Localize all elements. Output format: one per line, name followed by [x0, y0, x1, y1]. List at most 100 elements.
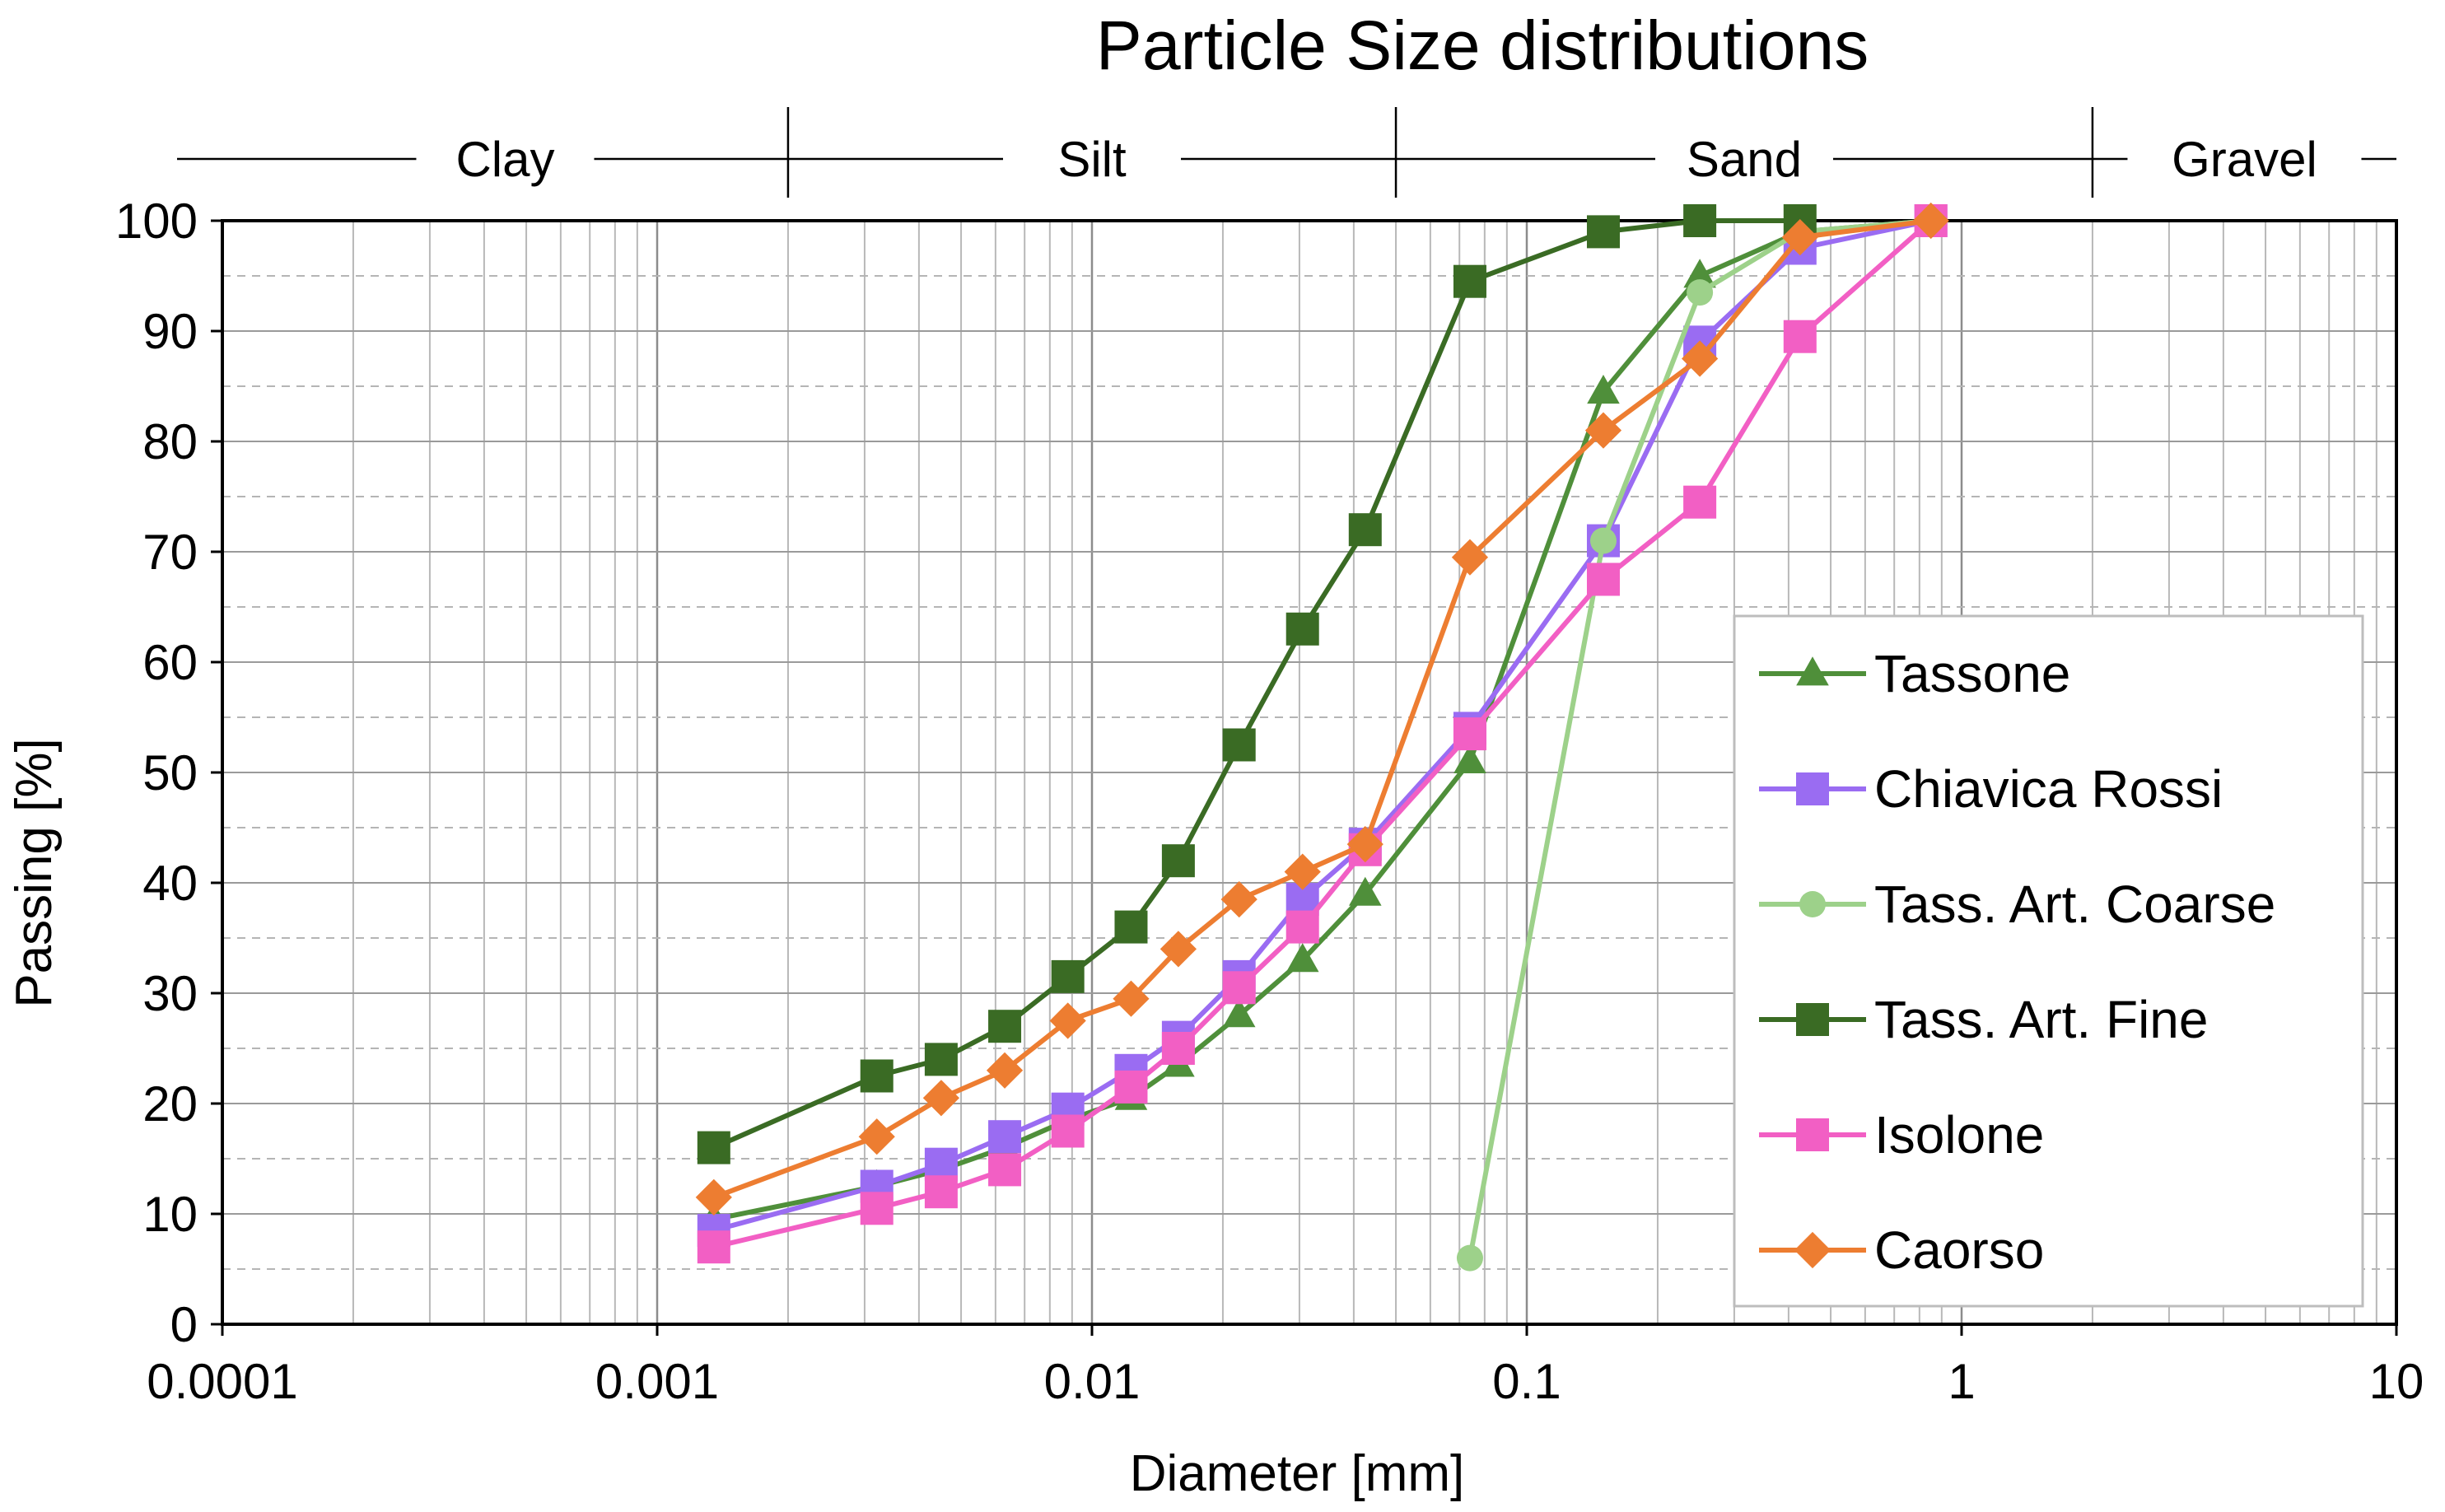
data-point	[1222, 728, 1256, 762]
x-tick-label: 0.01	[1044, 1354, 1141, 1409]
legend: Tassone Chiavica Rossi Tass. Art. Coarse Ta…	[1733, 614, 2364, 1308]
data-point	[1114, 1070, 1148, 1104]
data-point	[1114, 910, 1148, 944]
data-point	[1584, 412, 1622, 449]
class-label-sand: Sand	[1687, 132, 1802, 187]
data-point	[1781, 219, 1818, 256]
data-point	[1161, 844, 1195, 878]
x-axis-label: Diameter [mm]	[1130, 1445, 1464, 1502]
data-point	[1456, 1244, 1483, 1272]
data-point	[1451, 539, 1489, 576]
y-tick-label: 10	[142, 1187, 198, 1242]
legend-item: Chiavica Rossi	[1759, 759, 2223, 819]
y-tick-label: 70	[142, 525, 198, 580]
data-point	[1796, 1003, 1829, 1036]
data-point	[860, 1192, 894, 1225]
data-point	[924, 1147, 958, 1181]
data-point	[1794, 1231, 1831, 1269]
data-point	[924, 1175, 958, 1209]
legend-item: Tass. Art. Fine	[1759, 990, 2208, 1049]
data-point	[1222, 998, 1256, 1028]
legend-item: Tass. Art. Coarse	[1759, 875, 2275, 934]
data-point	[1799, 891, 1826, 917]
data-point	[858, 1118, 895, 1155]
data-point	[1683, 485, 1717, 519]
data-point	[1912, 202, 1949, 240]
legend-item: Tassone	[1759, 644, 2070, 703]
x-tick-label: 0.001	[595, 1354, 719, 1409]
legend-label: Tass. Art. Fine	[1874, 990, 2208, 1049]
y-tick-label: 20	[142, 1076, 198, 1132]
legend-label: Caorso	[1874, 1220, 2044, 1280]
data-point	[1346, 826, 1383, 863]
data-point	[1161, 1032, 1195, 1065]
data-point	[922, 1080, 959, 1117]
x-axis-ticks: 0.0001 0.001 0.01 0.1 1 10	[147, 1324, 2424, 1409]
y-axis-label: Passing [%]	[6, 738, 63, 1007]
legend-label: Tassone	[1874, 644, 2070, 703]
class-label-silt: Silt	[1057, 132, 1127, 187]
legend-box	[1733, 614, 2364, 1308]
series-tass-art-fine	[697, 204, 1817, 1164]
legend-item: Isolone	[1759, 1105, 2044, 1164]
legend-label: Isolone	[1874, 1105, 2044, 1164]
data-point	[860, 1059, 894, 1093]
x-tick-label: 0.0001	[147, 1354, 298, 1409]
data-point	[1220, 881, 1257, 918]
data-point	[1348, 513, 1382, 547]
legend-label: Chiavica Rossi	[1874, 759, 2223, 819]
data-point	[1160, 931, 1197, 968]
soil-classification-bar: Clay Silt Sand Gravel	[177, 107, 2396, 198]
y-tick-label: 0	[170, 1297, 198, 1352]
data-point	[988, 1153, 1022, 1187]
y-tick-label: 80	[142, 414, 198, 469]
series-caorso	[695, 202, 1949, 1216]
y-tick-label: 90	[142, 304, 198, 359]
y-tick-label: 50	[142, 745, 198, 800]
data-point	[986, 1052, 1024, 1089]
data-point	[1796, 1118, 1829, 1151]
data-point	[988, 1120, 1022, 1154]
data-point	[1285, 612, 1319, 646]
data-point	[1222, 971, 1256, 1005]
data-point	[1682, 340, 1719, 377]
y-tick-label: 40	[142, 856, 198, 911]
chart-title: Particle Size distributions	[1096, 7, 1869, 84]
data-point	[697, 1230, 730, 1264]
data-point	[1348, 876, 1382, 906]
y-tick-label: 30	[142, 966, 198, 1021]
data-point	[1687, 279, 1714, 306]
data-point	[695, 1178, 732, 1216]
data-point	[924, 1043, 958, 1076]
data-point	[1453, 717, 1486, 751]
data-point	[1586, 215, 1620, 249]
data-point	[697, 1131, 730, 1164]
data-point	[1586, 562, 1620, 596]
class-label-gravel: Gravel	[2172, 132, 2317, 187]
x-tick-label: 0.1	[1492, 1354, 1561, 1409]
data-point	[1051, 1114, 1085, 1148]
data-point	[1453, 264, 1486, 298]
data-point	[1587, 375, 1620, 404]
data-point	[1796, 772, 1829, 805]
y-axis-ticks: 0 10 20 30 40 50 60 70 80 90 100	[115, 194, 222, 1352]
data-series	[695, 202, 1949, 1272]
data-point	[988, 1010, 1022, 1043]
data-point	[1796, 656, 1829, 686]
data-point	[1049, 1002, 1086, 1039]
class-label-clay: Clay	[455, 132, 554, 187]
data-point	[1113, 980, 1150, 1017]
data-point	[1285, 943, 1319, 973]
data-point	[1453, 744, 1486, 773]
x-tick-label: 10	[2369, 1354, 2424, 1409]
data-point	[1589, 527, 1617, 554]
legend-label: Tass. Art. Coarse	[1874, 875, 2275, 934]
x-tick-label: 1	[1948, 1354, 1975, 1409]
y-tick-label: 60	[142, 635, 198, 690]
legend-item: Caorso	[1759, 1220, 2044, 1280]
data-point	[1051, 959, 1085, 993]
data-point	[1783, 320, 1817, 353]
y-tick-label: 100	[115, 194, 198, 249]
data-point	[1683, 204, 1717, 237]
